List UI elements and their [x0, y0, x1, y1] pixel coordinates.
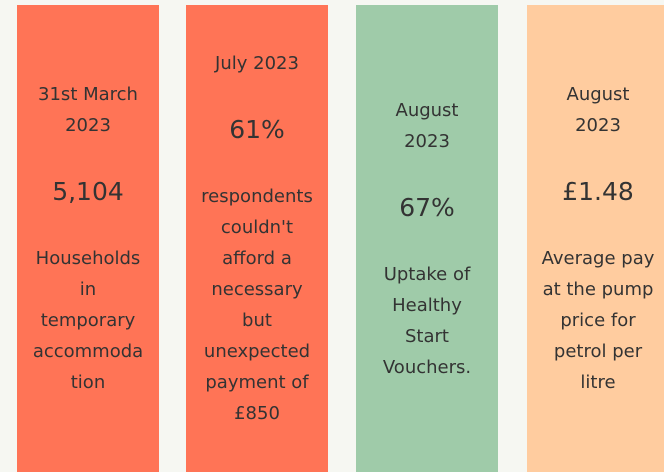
date-line: August [395, 99, 459, 121]
description-line: price for [560, 310, 636, 331]
description-line: at the pump [542, 279, 654, 300]
description-line: respondents [201, 186, 313, 207]
description-line: unexpected [203, 341, 311, 362]
description-line: Uptake of [383, 263, 471, 285]
description-line: payment of [205, 372, 309, 393]
stat-value: 5,104 [52, 177, 124, 206]
date-line: August [566, 84, 630, 105]
date: August 2023 [396, 95, 459, 157]
description-line: petrol per [553, 341, 643, 362]
description-line: necessary [211, 279, 303, 300]
description-line: but [242, 310, 272, 331]
date-line: 2023 [65, 115, 111, 136]
stat-value: 67% [399, 192, 455, 222]
stat-card: August 2023 £1.48 Average pay at the pump pri… [527, 5, 664, 472]
date-line: July 2023 [215, 53, 299, 74]
stat-value: £1.48 [562, 177, 634, 206]
description-line: Average pay [541, 248, 655, 269]
description-line: afford a [222, 248, 292, 269]
description-line: accommoda [32, 341, 144, 362]
stat-card: 31st March 2023 5,104 Households in temporary… [17, 5, 159, 472]
description-line: Vouchers. [382, 356, 472, 378]
description: respondents couldn't afford a necessary but u… [201, 181, 313, 429]
description-line: Healthy [392, 294, 462, 316]
description-line: tion [70, 372, 106, 393]
stat-value: 61% [229, 115, 285, 144]
description-line: litre [580, 372, 616, 393]
stat-card: August 2023 67% Uptake of Healthy Start Vouche… [356, 5, 498, 472]
date: July 2023 [215, 48, 299, 79]
description: Uptake of Healthy Start Vouchers. [383, 259, 471, 383]
stat-card: July 2023 61% respondents couldn't afford a n… [186, 5, 328, 472]
description-line: £850 [234, 403, 280, 424]
date-line: 31st March [38, 84, 138, 105]
date-line: 2023 [404, 130, 450, 152]
description-line: Start [405, 325, 449, 347]
date: 31st March 2023 [38, 79, 138, 141]
description: Households in temporary accommoda tion [33, 243, 143, 398]
description-line: Households [35, 248, 141, 269]
date-line: 2023 [575, 115, 621, 136]
description: Average pay at the pump price for petrol pe… [542, 243, 655, 398]
description-line: in [79, 279, 97, 300]
description-line: temporary [40, 310, 136, 331]
description-line: couldn't [220, 217, 294, 238]
date: August 2023 [567, 79, 630, 141]
